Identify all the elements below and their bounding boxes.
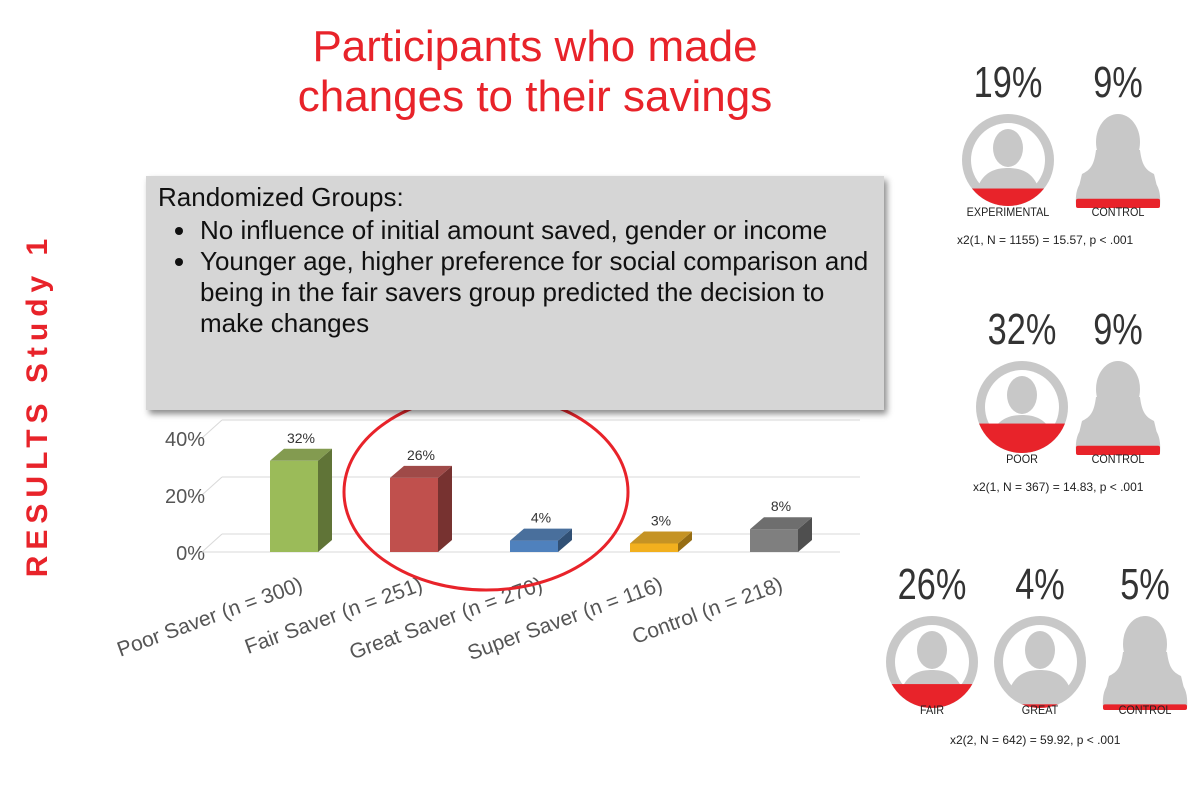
percent-value: 9% xyxy=(1093,305,1143,354)
callout-heading: Randomized Groups: xyxy=(158,182,404,212)
chi-square-result: x2(2, N = 642) = 59.92, p < .001 xyxy=(950,733,1121,747)
title-line-1: Participants who made xyxy=(312,22,758,71)
highlight-ellipse xyxy=(342,392,630,592)
chi-square-result: x2(1, N = 367) = 14.83, p < .001 xyxy=(973,480,1144,494)
callout-bullet-1: No influence of initial amount saved, ge… xyxy=(198,215,872,246)
bar-side xyxy=(558,528,572,552)
icon-shape xyxy=(1075,170,1161,206)
percent-value: 26% xyxy=(897,560,967,609)
fill-level xyxy=(1076,445,1160,455)
person-icon xyxy=(1075,114,1161,208)
group-label: CONTROL xyxy=(1091,452,1145,466)
icon-shape xyxy=(994,631,1086,708)
group-label: CONTROL xyxy=(1091,205,1145,219)
person-icon xyxy=(1075,361,1161,455)
person-ring-icon xyxy=(994,616,1086,708)
person-ring-icon xyxy=(962,114,1054,206)
icon-shape xyxy=(1102,672,1188,708)
icon-shape xyxy=(1007,376,1037,414)
icon-shape xyxy=(1075,417,1161,453)
fill-level xyxy=(1103,704,1187,710)
y-tick-label: 20% xyxy=(165,486,205,508)
bar xyxy=(510,540,558,552)
bar-top xyxy=(630,531,692,544)
group-label: EXPERIMENTAL xyxy=(966,205,1050,219)
bar-top xyxy=(510,528,572,541)
data-label: 32% xyxy=(287,430,315,446)
group-label: POOR xyxy=(1006,452,1038,466)
data-label: 26% xyxy=(407,447,435,463)
group-label: CONTROL xyxy=(1118,703,1172,717)
y-tick-label: 0% xyxy=(176,543,205,565)
gridline-diag xyxy=(201,533,223,553)
callout-bullet-2: Younger age, higher preference for socia… xyxy=(198,246,872,339)
bar-top xyxy=(390,465,452,478)
gridline-diag xyxy=(201,476,223,496)
title-line-2: changes to their savings xyxy=(297,72,773,121)
group-label: GREAT xyxy=(1021,703,1059,717)
x-tick-label: Super Saver (n = 116) xyxy=(465,573,666,665)
fill-level xyxy=(1076,198,1160,208)
bar xyxy=(630,543,678,552)
page-title: Participants who made changes to their s… xyxy=(200,22,870,122)
bar-side xyxy=(678,531,692,552)
icon-shape xyxy=(1006,670,1074,708)
callout-list: No influence of initial amount saved, ge… xyxy=(158,215,872,339)
percent-value: 4% xyxy=(1015,560,1065,609)
chi-square-result: x2(1, N = 1155) = 15.57, p < .001 xyxy=(957,233,1134,247)
data-label: 3% xyxy=(651,512,671,528)
percent-value: 5% xyxy=(1120,560,1170,609)
icon-shape xyxy=(1025,631,1055,669)
gridline-diag xyxy=(201,419,223,439)
bar-side xyxy=(798,517,812,552)
person-icon xyxy=(1102,616,1188,710)
bar xyxy=(390,477,438,552)
bar-top xyxy=(270,448,332,461)
bar-top xyxy=(750,517,812,530)
fill-level xyxy=(994,704,1086,708)
y-tick-label: 40% xyxy=(165,429,205,451)
percent-value: 32% xyxy=(987,305,1057,354)
percent-value: 9% xyxy=(1093,58,1143,107)
person-ring-icon xyxy=(886,616,978,708)
group-label: FAIR xyxy=(919,703,944,717)
bar-side xyxy=(318,448,332,552)
callout-box: Randomized Groups: No influence of initi… xyxy=(146,176,884,410)
data-label: 4% xyxy=(531,510,551,526)
data-label: 8% xyxy=(771,498,791,514)
bar xyxy=(270,460,318,552)
bar xyxy=(750,529,798,552)
icon-shape xyxy=(993,129,1023,167)
icon-shape xyxy=(917,631,947,669)
person-ring-icon xyxy=(976,361,1068,453)
bar-side xyxy=(438,465,452,552)
percent-value: 19% xyxy=(973,58,1043,107)
